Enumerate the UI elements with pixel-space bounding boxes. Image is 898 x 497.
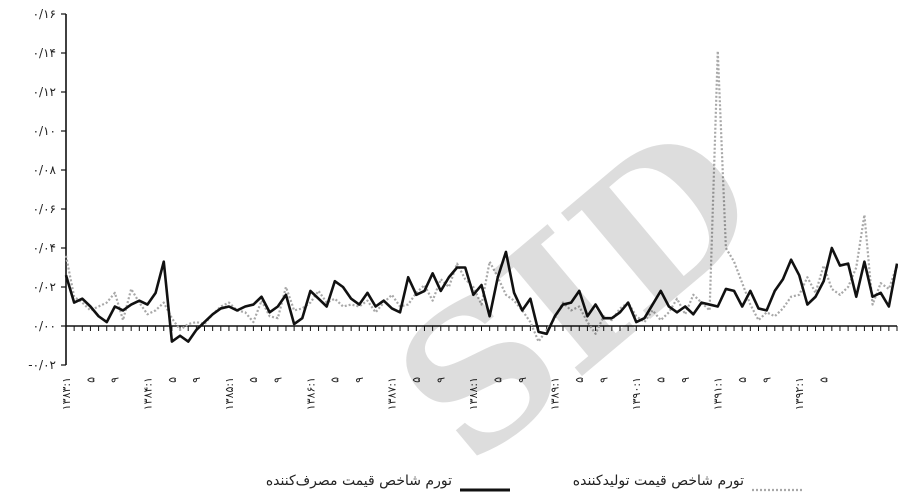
x-tick-label: ۱۳۸۹:۱ <box>549 377 562 410</box>
x-tick-label: ۱۳۸۳:۱ <box>60 377 73 410</box>
x-tick-label: ۱۳۸۴:۱ <box>141 377 154 410</box>
x-tick-label: ۵ <box>84 377 97 383</box>
x-tick-label: ۱۳۹۰:۱ <box>630 377 643 410</box>
x-tick-label: ۹ <box>760 377 773 383</box>
y-tick-label: ۰/۱۴ <box>33 46 56 60</box>
y-tick-label: ۰/۰۶ <box>33 202 56 216</box>
x-tick-label: ۵ <box>736 377 749 383</box>
axes: -۰/۰۲ ۰/۰۰ ۰/۰۲ ۰/۰۴ ۰/۰۶ ۰/۰۸ ۰/۱۰ ۰/۱۲ ۰/۱۴ ۰/۱… <box>28 7 898 410</box>
x-tick-label: ۵ <box>410 377 423 383</box>
x-tick-label: ۵ <box>818 377 831 383</box>
legend: تورم شاخص قیمت تولیدکننده تورم شاخص قیمت… <box>266 473 803 492</box>
legend-cpi-label: تورم شاخص قیمت مصرف‌کننده <box>266 473 452 489</box>
x-tick-label: ۱۳۹۱:۱ <box>712 377 725 410</box>
x-tick-label: ۹ <box>190 377 203 383</box>
x-tick-label: ۹ <box>516 377 529 383</box>
y-tick-label: ۰/۱۶ <box>33 7 56 21</box>
series-layer <box>64 49 898 343</box>
cpi-inflation-line <box>64 246 898 343</box>
x-tick-label: ۱۳۸۵:۱ <box>223 377 236 410</box>
x-tick-label: ۵ <box>166 377 179 383</box>
x-tick-label: ۹ <box>679 377 692 383</box>
y-tick-label: ۰/۱۲ <box>33 85 56 99</box>
x-tick-label: ۵ <box>329 377 342 383</box>
x-tick-label: ۹ <box>435 377 448 383</box>
x-tick-label: ۹ <box>353 377 366 383</box>
y-tick-label: ۰/۰۴ <box>33 241 56 255</box>
y-tick-label: ۰/۰۸ <box>33 163 57 177</box>
x-tick-label: ۱۳۹۲:۱ <box>793 377 806 410</box>
x-tick-label: ۱۳۸۸:۱ <box>467 377 480 410</box>
x-tick-label: ۹ <box>109 377 122 383</box>
y-tick-label: ۰/۱۰ <box>33 124 56 138</box>
x-tick-label: ۵ <box>573 377 586 383</box>
x-tick-label: ۱۳۸۶:۱ <box>304 377 317 410</box>
x-tick-label: ۹ <box>272 377 285 383</box>
x-tick-label: ۵ <box>492 377 505 383</box>
legend-ppi-label: تورم شاخص قیمت تولیدکننده <box>573 473 744 489</box>
x-tick-label: ۵ <box>655 377 668 383</box>
y-tick-label: ۰/۰۰ <box>33 319 56 333</box>
y-tick-label: ۰/۰۲ <box>33 280 56 294</box>
y-tick-label: -۰/۰۲ <box>28 358 56 372</box>
watermark-logo: SID <box>356 82 799 497</box>
x-tick-label: ۱۳۸۷:۱ <box>386 377 399 410</box>
x-tick-label: ۹ <box>598 377 611 383</box>
x-tick-label: ۵ <box>247 377 260 383</box>
